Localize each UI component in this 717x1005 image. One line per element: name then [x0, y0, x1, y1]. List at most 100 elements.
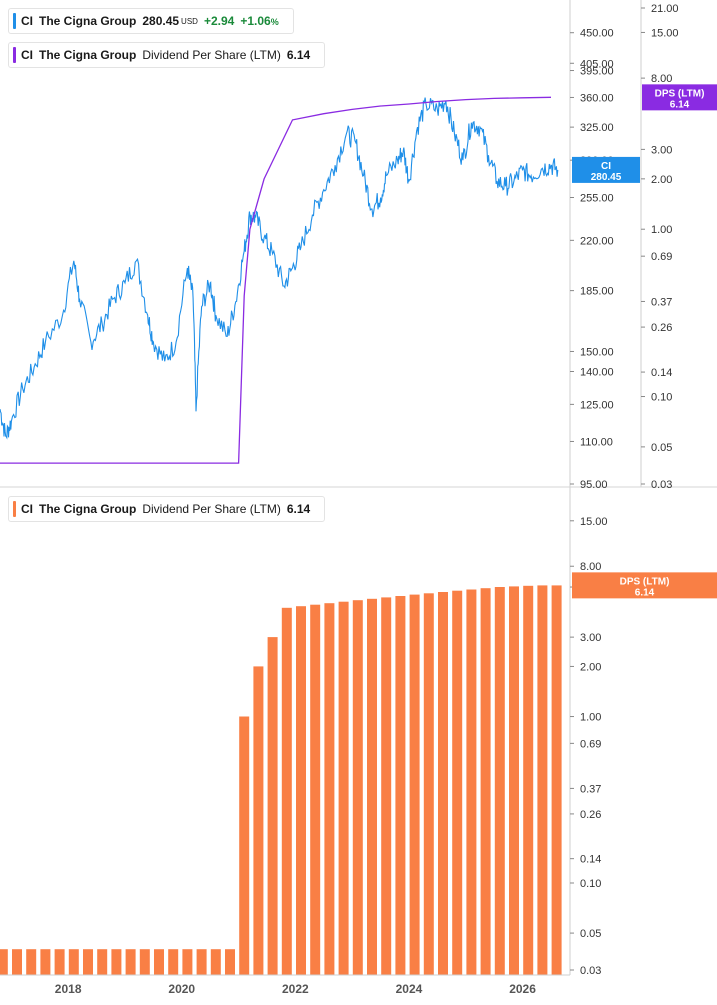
legend-dps-line-name: The Cigna Group [39, 48, 137, 62]
dps-bar-31 [438, 592, 448, 975]
dps-bar-22 [310, 604, 321, 975]
dps-bar-16 [225, 949, 235, 975]
dps-bar-24 [338, 601, 349, 975]
dps-bar-15 [210, 949, 221, 975]
legend-dps-bars-ticker: CI [21, 502, 33, 516]
bar-tick-6: 0.69 [580, 738, 601, 750]
dps-tick-8: 2.00 [651, 174, 672, 186]
dps-last-tag-label: DPS (LTM) [655, 88, 705, 99]
dps-last-tag-value: 6.14 [670, 99, 690, 110]
price-panel: 95.00 110.00 125.00 140.00 150.00 185.00 220.0… [0, 0, 717, 491]
bar-last-tag-value: 6.14 [635, 587, 655, 598]
legend-dps-line-swatch [13, 47, 16, 63]
legend-price-change-pct-value: +1.06 [240, 14, 271, 28]
dps-bar-5 [68, 949, 79, 975]
x-tick-2018: 2018 [55, 982, 82, 996]
x-tick-2022: 2022 [282, 982, 309, 996]
bar-last-tag-label: DPS (LTM) [620, 576, 670, 587]
dividend-panel: 0.03 0.05 0.10 0.14 0.26 0.37 0.69 1.00 2.00 3.00… [0, 487, 717, 977]
dps-bar-8 [111, 949, 122, 975]
price-tick-10: 360.00 [580, 92, 614, 104]
legend-price-name: The Cigna Group [39, 14, 137, 28]
dps-tick-12: 21.00 [651, 3, 679, 15]
legend-dps-bars-metric: Dividend Per Share (LTM) [142, 502, 281, 516]
price-tick-0: 95.00 [580, 479, 608, 491]
dps-bar-10 [139, 949, 150, 975]
legend-dps-bars-swatch [13, 501, 16, 517]
dps-bar-2 [26, 949, 37, 975]
dps-bar-18 [253, 666, 264, 975]
dps-bar-37 [523, 585, 534, 975]
price-tick-4: 150.00 [580, 346, 614, 358]
bar-tick-5: 0.37 [580, 783, 601, 795]
price-last-tag-value: 280.45 [591, 172, 622, 183]
price-tick-5: 185.00 [580, 286, 614, 298]
dps-bar-1 [12, 949, 22, 975]
price-tick-9: 325.00 [580, 122, 614, 134]
dps-bar-12 [168, 949, 179, 975]
dps-bar-20 [281, 607, 292, 975]
price-tick-2: 125.00 [580, 399, 614, 411]
dps-bar-34 [480, 588, 491, 975]
legend-dps-line-value: 6.14 [286, 48, 311, 62]
dps-tick-3: 0.14 [651, 367, 672, 379]
price-tick-7: 255.00 [580, 193, 614, 205]
dps-bar-28 [395, 596, 406, 975]
price-last-tag-label: CI [601, 161, 611, 172]
bar-tick-8: 2.00 [580, 661, 601, 673]
dps-bar-14 [196, 949, 207, 975]
x-tick-2020: 2020 [168, 982, 195, 996]
dps-bar-9 [125, 949, 136, 975]
dps-bar-0 [0, 949, 8, 975]
dps-line [0, 96, 552, 464]
dps-bar-23 [324, 603, 335, 975]
dps-bar-3 [40, 949, 51, 975]
price-tick-1: 110.00 [580, 436, 613, 448]
dps-bar-32 [452, 590, 463, 975]
bar-tick-0: 0.03 [580, 965, 601, 977]
legend-dps-line-ticker: CI [21, 48, 33, 62]
dps-tick-0: 0.03 [651, 479, 672, 491]
dps-tick-1: 0.05 [651, 442, 672, 454]
bar-tick-12: 15.00 [580, 516, 608, 528]
dps-tick-11: 15.00 [651, 27, 679, 39]
dps-bar-4 [54, 949, 65, 975]
dps-tick-2: 0.10 [651, 392, 672, 404]
dps-bar-35 [494, 587, 505, 975]
dps-bar-30 [423, 593, 434, 975]
dps-bar-26 [367, 598, 377, 975]
time-axis: 2018 2020 2022 2024 2026 [0, 974, 570, 996]
legend-price-change: +2.94 [203, 14, 235, 28]
dps-tick-9: 3.00 [651, 144, 672, 156]
legend-dps-bars[interactable]: CI The Cigna Group Dividend Per Share (L… [8, 496, 326, 522]
legend-price[interactable]: CI The Cigna Group 280.45 USD +2.94 +1.0… [8, 8, 294, 34]
dps-bar-13 [182, 949, 193, 975]
dps-bar-39 [551, 585, 562, 975]
bar-tick-3: 0.14 [580, 854, 601, 866]
dps-last-tag-bg [642, 84, 717, 111]
legend-dps-bars-value: 6.14 [286, 502, 311, 516]
legend-price-pct-sign: % [270, 17, 279, 27]
dps-bar-29 [409, 594, 420, 975]
dps-bar-6 [83, 949, 93, 975]
dps-bar-17 [239, 716, 250, 975]
bar-last-tag-bg [572, 572, 717, 599]
legend-price-swatch [13, 13, 16, 29]
dps-bar-25 [352, 600, 363, 975]
dps-bar-38 [537, 585, 548, 975]
bar-tick-11: 8.00 [580, 561, 601, 573]
price-last-tag-bg [572, 156, 640, 183]
legend-price-currency: USD [181, 16, 198, 26]
legend-dps-line[interactable]: CI The Cigna Group Dividend Per Share (L… [8, 42, 326, 68]
dps-bar-7 [97, 949, 108, 975]
bar-tick-2: 0.10 [580, 878, 601, 890]
dps-bar-27 [381, 597, 392, 975]
price-tick-3: 140.00 [580, 366, 614, 378]
bar-tick-7: 1.00 [580, 712, 601, 724]
dps-bar-33 [466, 589, 477, 975]
dps-tick-4: 0.26 [651, 322, 672, 334]
dps-bar-19 [267, 637, 278, 975]
price-tick-13: 450.00 [580, 28, 614, 40]
x-tick-2024: 2024 [396, 982, 423, 996]
legend-dps-bars-name: The Cigna Group [39, 502, 137, 516]
